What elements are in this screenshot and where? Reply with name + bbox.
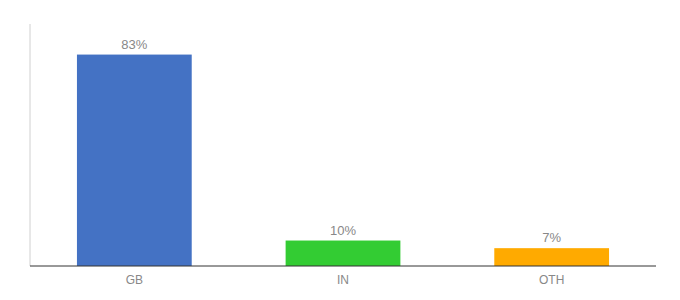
x-axis-line [30,266,656,267]
data-label: 83% [121,37,147,52]
data-label: 7% [542,230,561,245]
bars [77,55,609,266]
bar [77,55,192,266]
x-tick-label: IN [337,273,349,287]
chart-svg: GB IN OTH 83% 10% 7% [0,0,680,300]
chart-container: GB IN OTH 83% 10% 7% [0,0,680,300]
x-tick-label: GB [126,273,143,287]
y-axis-line [30,24,31,266]
bar [494,248,609,266]
x-tick-label: OTH [539,273,564,287]
bar [286,241,401,266]
data-label: 10% [330,223,356,238]
plot-area: GB IN OTH 83% 10% 7% [30,24,656,287]
